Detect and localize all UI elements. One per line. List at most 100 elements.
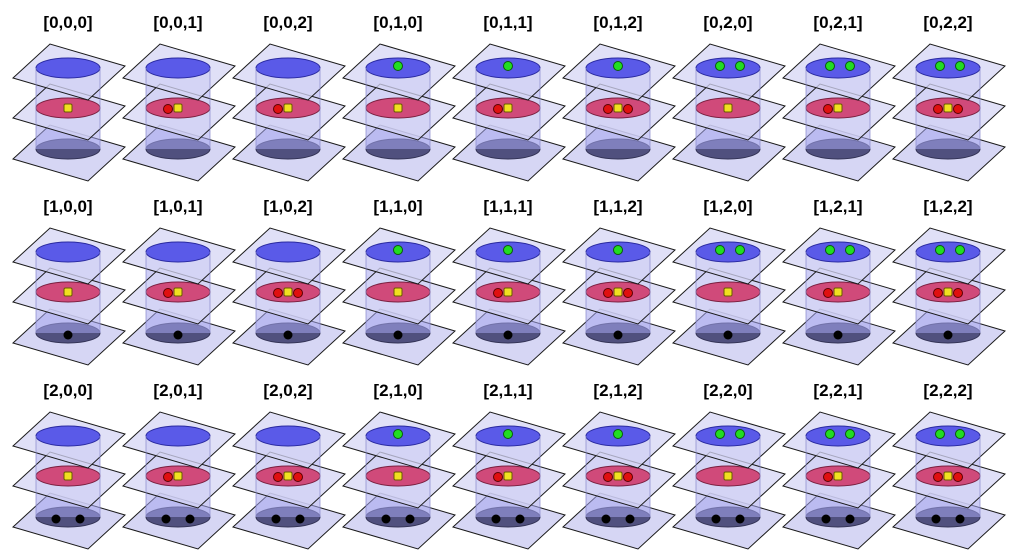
- red-particle: [603, 104, 613, 114]
- black-particle: [283, 330, 293, 340]
- green-particle: [503, 61, 513, 71]
- green-particle: [715, 245, 725, 255]
- black-particle: [295, 514, 305, 524]
- black-particle: [613, 330, 623, 340]
- black-particle: [711, 514, 721, 524]
- top-disc: [695, 425, 761, 447]
- cell-0-1-1: [0,1,1]: [452, 13, 566, 182]
- green-particle: [715, 61, 725, 71]
- red-particle: [293, 288, 303, 298]
- yellow-particle: [393, 287, 403, 297]
- green-particle: [393, 429, 403, 439]
- yellow-particle: [943, 287, 953, 297]
- top-disc: [35, 57, 101, 79]
- cell-2-0-1: [2,0,1]: [122, 381, 236, 550]
- yellow-particle: [943, 103, 953, 113]
- cell-0-2-2: [0,2,2]: [892, 13, 1006, 182]
- black-particle: [601, 514, 611, 524]
- cell-label: [0,2,0]: [703, 13, 752, 32]
- green-particle: [935, 61, 945, 71]
- red-particle: [273, 472, 283, 482]
- green-particle: [955, 429, 965, 439]
- cell-1-0-2: [1,0,2]: [232, 197, 346, 366]
- yellow-particle: [613, 287, 623, 297]
- yellow-particle: [943, 471, 953, 481]
- cell-label: [2,1,2]: [593, 381, 642, 400]
- red-particle: [933, 104, 943, 114]
- green-particle: [935, 429, 945, 439]
- yellow-particle: [723, 287, 733, 297]
- top-disc: [805, 241, 871, 263]
- red-particle: [623, 472, 633, 482]
- top-disc: [255, 425, 321, 447]
- top-disc: [695, 57, 761, 79]
- black-particle: [625, 514, 635, 524]
- green-particle: [735, 245, 745, 255]
- cell-2-1-2: [2,1,2]: [562, 381, 676, 550]
- cell-2-0-0: [2,0,0]: [12, 381, 126, 550]
- green-particle: [393, 245, 403, 255]
- cell-0-0-1: [0,0,1]: [122, 13, 236, 182]
- cell-label: [0,1,0]: [373, 13, 422, 32]
- top-disc: [145, 241, 211, 263]
- black-particle: [955, 514, 965, 524]
- yellow-particle: [833, 103, 843, 113]
- cell-2-2-2: [2,2,2]: [892, 381, 1006, 550]
- cell-0-1-2: [0,1,2]: [562, 13, 676, 182]
- red-particle: [933, 472, 943, 482]
- cell-label: [0,2,1]: [813, 13, 862, 32]
- yellow-particle: [503, 103, 513, 113]
- cell-2-1-1: [2,1,1]: [452, 381, 566, 550]
- green-particle: [613, 429, 623, 439]
- red-particle: [603, 472, 613, 482]
- cell-1-2-1: [1,2,1]: [782, 197, 896, 366]
- red-particle: [163, 472, 173, 482]
- green-particle: [845, 61, 855, 71]
- black-particle: [503, 330, 513, 340]
- cell-label: [0,1,1]: [483, 13, 532, 32]
- cell-label: [1,0,0]: [43, 197, 92, 216]
- red-particle: [623, 288, 633, 298]
- black-particle: [271, 514, 281, 524]
- cell-1-1-1: [1,1,1]: [452, 197, 566, 366]
- yellow-particle: [613, 471, 623, 481]
- yellow-particle: [723, 103, 733, 113]
- top-disc: [145, 425, 211, 447]
- cell-0-2-0: [0,2,0]: [672, 13, 786, 182]
- yellow-particle: [833, 471, 843, 481]
- cell-label: [1,1,2]: [593, 197, 642, 216]
- cell-label: [0,0,0]: [43, 13, 92, 32]
- black-particle: [943, 330, 953, 340]
- top-disc: [805, 57, 871, 79]
- cell-label: [1,0,1]: [153, 197, 202, 216]
- red-particle: [163, 104, 173, 114]
- red-particle: [953, 288, 963, 298]
- yellow-particle: [173, 287, 183, 297]
- cell-label: [2,0,0]: [43, 381, 92, 400]
- cell-label: [1,0,2]: [263, 197, 312, 216]
- black-particle: [161, 514, 171, 524]
- green-particle: [715, 429, 725, 439]
- black-particle: [381, 514, 391, 524]
- green-particle: [735, 61, 745, 71]
- cell-label: [2,1,0]: [373, 381, 422, 400]
- cell-label: [0,1,2]: [593, 13, 642, 32]
- green-particle: [955, 245, 965, 255]
- green-particle: [845, 245, 855, 255]
- top-disc: [35, 425, 101, 447]
- top-disc: [915, 241, 981, 263]
- top-disc: [255, 57, 321, 79]
- green-particle: [845, 429, 855, 439]
- yellow-particle: [833, 287, 843, 297]
- yellow-particle: [283, 471, 293, 481]
- cell-label: [0,0,1]: [153, 13, 202, 32]
- cell-0-0-0: [0,0,0]: [12, 13, 126, 182]
- cell-label: [2,2,0]: [703, 381, 752, 400]
- yellow-particle: [283, 103, 293, 113]
- cell-label: [1,2,2]: [923, 197, 972, 216]
- yellow-particle: [393, 471, 403, 481]
- black-particle: [515, 514, 525, 524]
- yellow-particle: [723, 471, 733, 481]
- cell-0-0-2: [0,0,2]: [232, 13, 346, 182]
- black-particle: [491, 514, 501, 524]
